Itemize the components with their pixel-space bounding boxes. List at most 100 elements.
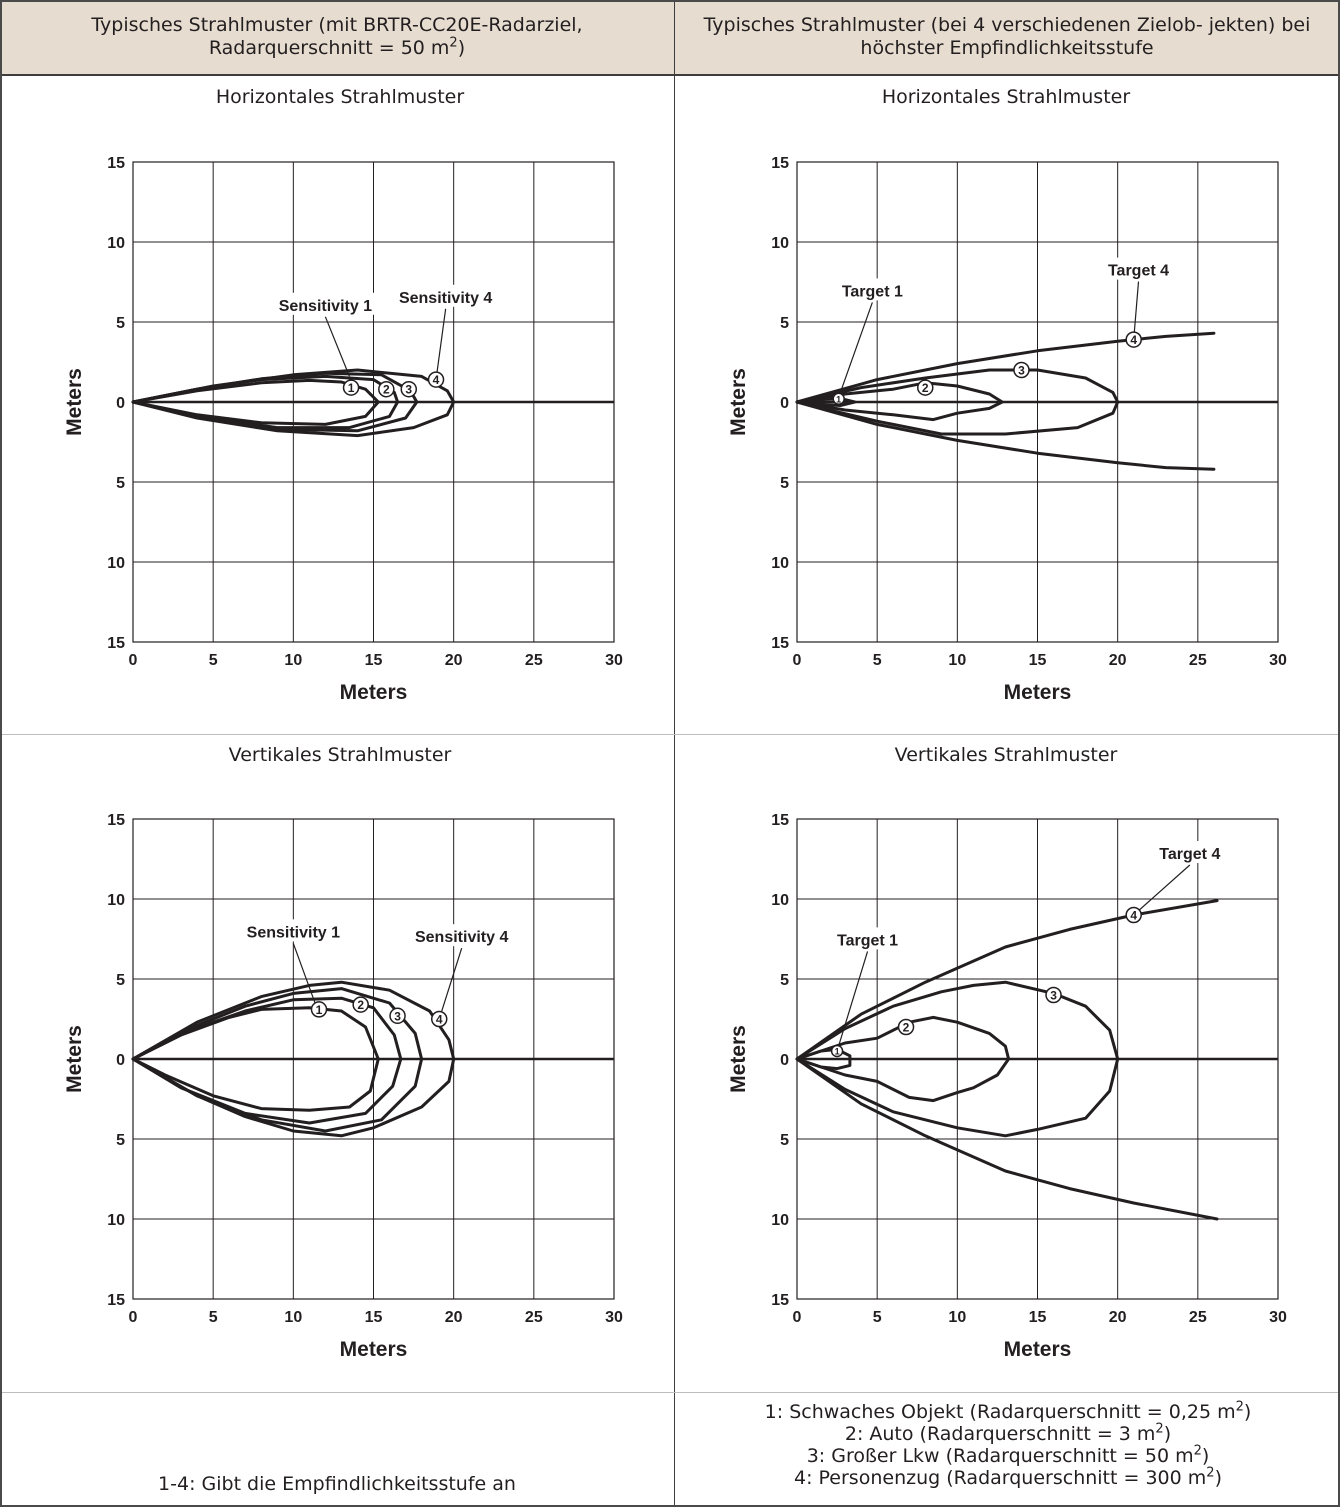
series-marker-label: 1	[836, 394, 841, 404]
annotation-bg	[265, 292, 386, 315]
series-marker-label: 1	[348, 381, 355, 395]
legend-line-text: 1: Schwaches Objekt (Radarquerschnitt = …	[764, 1401, 1236, 1423]
annotation-bg	[233, 919, 354, 942]
series-line	[795, 899, 1219, 1061]
y-tick-label: 15	[107, 635, 125, 652]
panel-title-tl: Horizontales Strahlmuster	[215, 86, 465, 108]
x-tick-label: 15	[1029, 1309, 1047, 1326]
series-marker-label: 2	[903, 1021, 910, 1035]
panel-title-bl: Vertikales Strahlmuster	[228, 744, 452, 766]
header-left-text: Typisches Strahlmuster (mit BRTR-CC20E-R…	[91, 14, 583, 59]
y-tick-label: 10	[771, 555, 789, 572]
legend-line-text: 4: Personenzug (Radarquerschnitt = 300 m	[794, 1467, 1207, 1489]
y-tick-label: 15	[107, 155, 125, 172]
series-line	[795, 400, 1216, 471]
table-header: Typisches Strahlmuster (mit BRTR-CC20E-R…	[0, 0, 1340, 76]
series-marker	[1125, 331, 1142, 348]
y-tick-label: 10	[107, 892, 125, 909]
y-tick-label: 5	[780, 475, 789, 492]
x-tick-label: 25	[525, 652, 543, 669]
series-marker-label: 4	[436, 1013, 443, 1027]
x-tick-label: 20	[445, 1309, 463, 1326]
x-tick-label: 30	[605, 1309, 623, 1326]
series-marker-label: 3	[394, 1009, 401, 1023]
x-axis-label: Meters	[340, 1338, 408, 1361]
legend-line-tail: )	[1163, 1423, 1172, 1445]
x-tick-label: 10	[948, 1309, 966, 1326]
annotation-bg	[385, 284, 506, 307]
series-marker	[389, 1007, 406, 1025]
y-tick-label: 5	[780, 972, 789, 989]
annotation-label: Target 1	[842, 283, 903, 300]
y-tick-label: 15	[107, 812, 125, 829]
legend-line: 2: Auto (Radarquerschnitt = 3 m2)	[676, 1423, 1340, 1445]
series-marker-label: 3	[1018, 364, 1025, 378]
panel-title-tr: Horizontales Strahlmuster	[881, 86, 1131, 108]
annotation-leader	[292, 943, 318, 1010]
series-line	[795, 397, 857, 407]
annotation-bg	[830, 927, 905, 950]
y-tick-label: 0	[780, 395, 789, 412]
x-tick-label: 10	[948, 652, 966, 669]
annotation-label: Target 1	[837, 932, 898, 949]
annotation-leader	[435, 308, 447, 380]
y-tick-label: 15	[771, 155, 789, 172]
legend-line-tail: )	[1243, 1401, 1252, 1423]
series-marker	[1013, 361, 1030, 379]
x-tick-label: 20	[1109, 1309, 1127, 1326]
legend-line: 3: Großer Lkw (Radarquerschnitt = 50 m2)	[676, 1445, 1340, 1467]
series-marker	[1125, 906, 1142, 924]
series-line	[131, 1006, 380, 1112]
x-tick-label: 0	[129, 652, 138, 669]
series-marker	[430, 1010, 448, 1028]
x-axis-label: Meters	[1004, 681, 1072, 704]
series-marker	[310, 1001, 328, 1018]
x-tick-label: 15	[365, 1309, 383, 1326]
series-line	[131, 368, 456, 438]
panel-title-br: Vertikales Strahlmuster	[894, 744, 1118, 766]
annotation-label: Sensitivity 4	[415, 929, 508, 946]
legend-line: 4: Personenzug (Radarquerschnitt = 300 m…	[676, 1467, 1340, 1489]
x-tick-label: 25	[525, 1309, 543, 1326]
legend-line-sup: 2	[1235, 1399, 1244, 1415]
series-line	[795, 980, 1120, 1138]
footer-left: 1-4: Gibt die Empfindlichkeitsstufe an	[158, 1473, 516, 1495]
header-left: Typisches Strahlmuster (mit BRTR-CC20E-R…	[0, 0, 674, 74]
legend-line: 1: Schwaches Objekt (Radarquerschnitt = …	[676, 1401, 1340, 1423]
series-marker-label: 2	[357, 998, 364, 1012]
y-axis-label: Meters	[727, 368, 750, 436]
legend-line-sup: 2	[1206, 1465, 1215, 1481]
annotation-label: Sensitivity 1	[279, 298, 372, 315]
y-axis-label: Meters	[727, 1025, 750, 1093]
series-marker-label: 1	[316, 1003, 323, 1017]
series-line	[795, 1057, 1219, 1221]
y-tick-label: 0	[780, 1052, 789, 1069]
series-marker	[1045, 986, 1062, 1004]
row-divider-2	[0, 1392, 1340, 1393]
x-tick-label: 0	[129, 1309, 138, 1326]
series-marker-label: 2	[922, 381, 929, 395]
row-divider-1	[0, 734, 1340, 735]
annotation-label: Target 4	[1108, 263, 1169, 280]
y-tick-label: 5	[116, 1132, 125, 1149]
x-axis-label: Meters	[340, 681, 408, 704]
series-marker-label: 4	[1130, 909, 1137, 923]
x-tick-label: 5	[209, 652, 218, 669]
annotation-bg	[1153, 841, 1227, 863]
annotation-leader	[1133, 864, 1191, 916]
column-divider	[674, 0, 675, 1507]
y-tick-label: 15	[107, 1292, 125, 1309]
legend-line-text: 2: Auto (Radarquerschnitt = 3 m	[844, 1423, 1156, 1445]
x-axis-label: Meters	[1004, 1338, 1072, 1361]
series-marker-label: 2	[383, 383, 390, 397]
y-tick-label: 15	[771, 1292, 789, 1309]
legend-line-sup: 2	[1193, 1443, 1202, 1459]
y-tick-label: 5	[116, 972, 125, 989]
series-marker	[378, 380, 395, 398]
annotation-bg	[835, 278, 910, 301]
x-tick-label: 30	[1269, 1309, 1287, 1326]
annotation-label: Sensitivity 4	[399, 290, 492, 307]
